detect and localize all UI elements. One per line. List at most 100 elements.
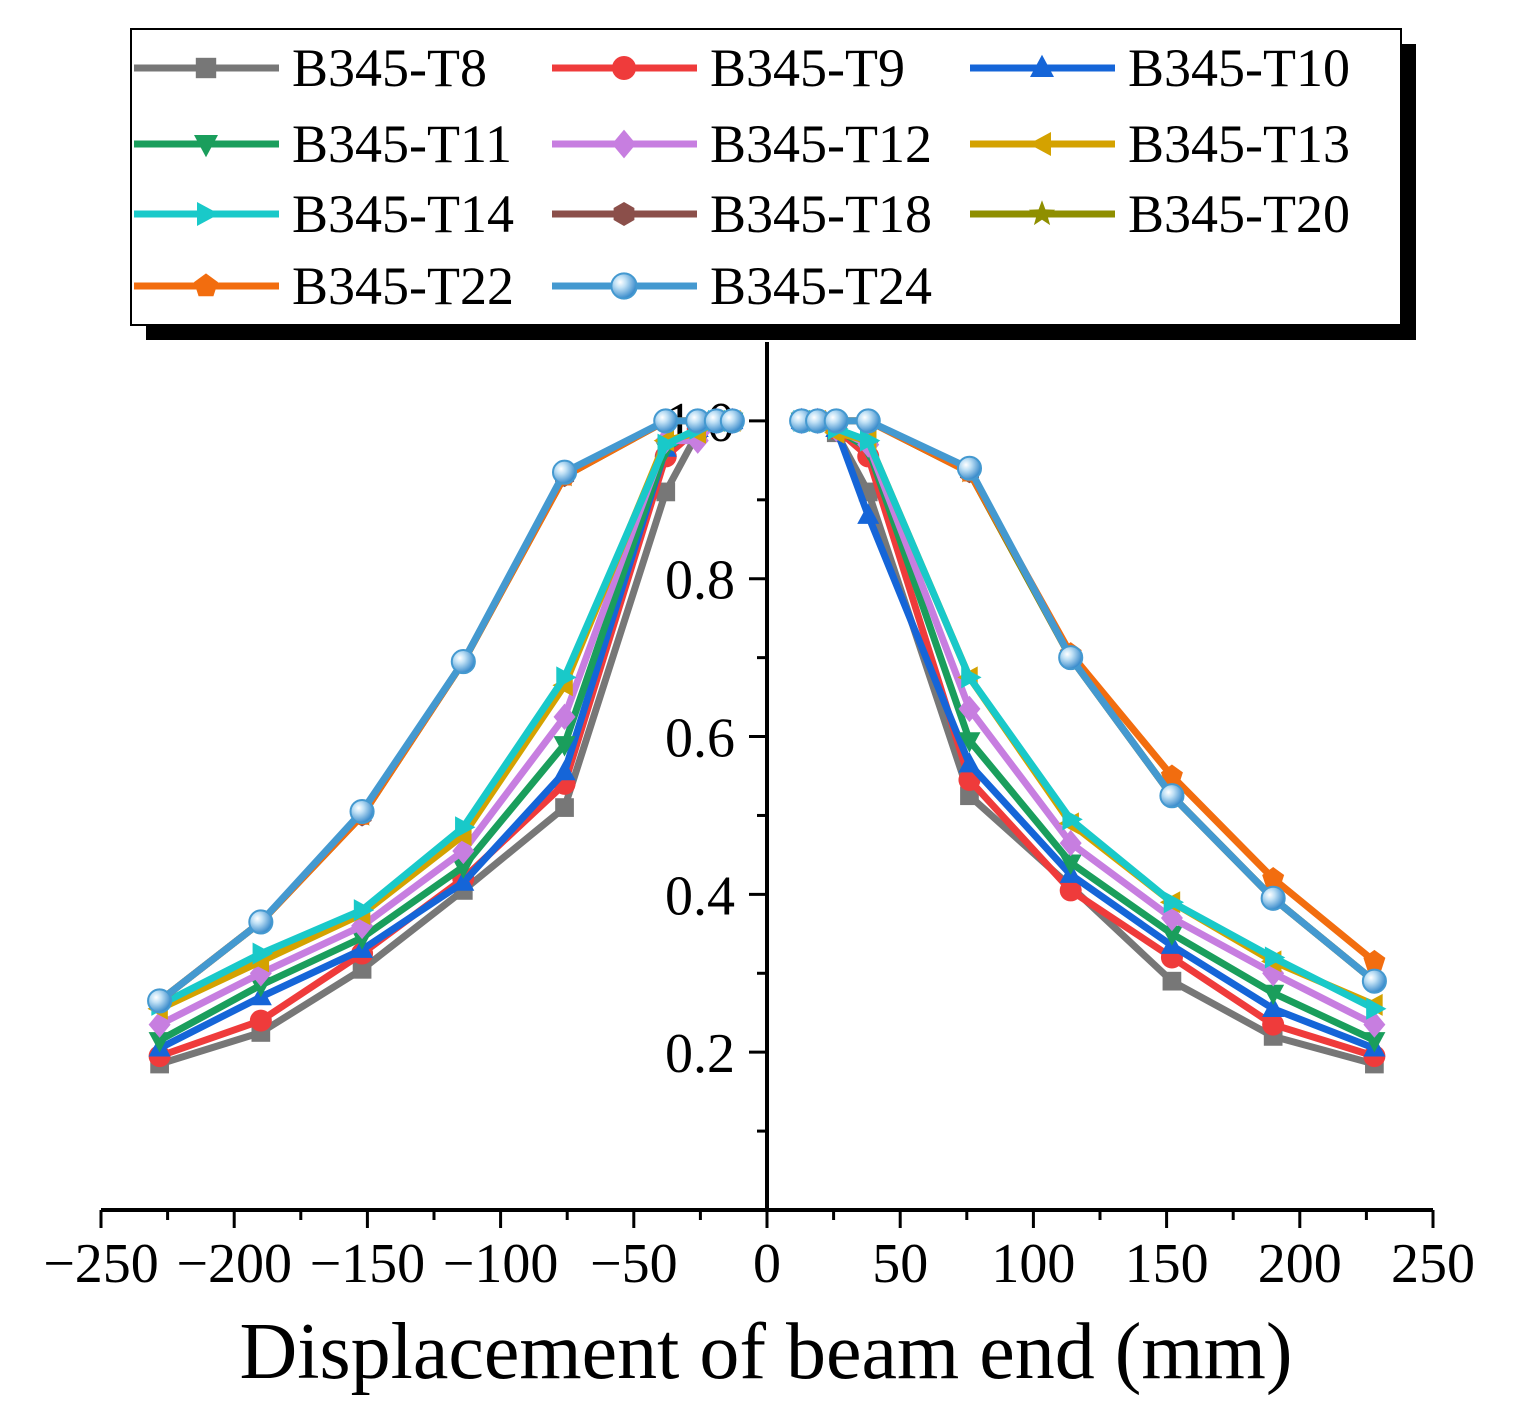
data-point [859,429,881,452]
data-point [1058,645,1084,671]
data-point [1059,829,1082,857]
data-point [556,666,577,689]
data-point [719,408,745,434]
legend-marker [610,272,638,300]
legend-marker [195,57,217,79]
legend: B345-T8 B345-T9 B345-T10 B345-T11 B345-T12 B3… [130,28,1416,340]
legend-label: B345-T10 [1128,38,1350,98]
data-point [657,433,678,456]
legend-item: B345-T12 [552,114,932,174]
legend-item: B345-T18 [552,184,932,244]
legend-marker [194,135,218,158]
legend-marker [1030,54,1054,77]
x-tick-label: 150 [1125,1233,1209,1295]
data-point [248,909,274,935]
legend-marker [197,202,220,226]
legend-item: B345-T13 [970,114,1350,174]
legend-label: B345-T22 [292,256,514,316]
legend-item: B345-T9 [552,38,905,98]
data-point [1160,925,1183,946]
legend-box [130,28,1402,326]
data-point [1262,996,1285,1018]
data-point [352,959,372,979]
legend-item: B345-T24 [552,256,932,316]
data-point [1361,968,1387,994]
y-tick-label: 0.6 [665,708,735,770]
data-point [1363,1032,1386,1053]
data-point [1160,764,1183,786]
data-point [349,798,375,825]
x-tick-label: −250 [43,1233,159,1295]
legend-item: B345-T8 [134,38,487,98]
data-point [656,482,676,502]
x-tick-label: 100 [991,1233,1075,1295]
data-point [1260,885,1286,911]
data-point [553,736,576,757]
data-point [555,798,574,817]
data-point [148,1032,171,1053]
data-point [553,703,576,731]
series-line-positive [801,417,1376,1060]
axes: −250 −200 −150 −100 −50 0 50 100 150 200 250 0.2 0.4… [43,342,1475,1295]
data-point [1059,854,1082,875]
legend-item: B345-T22 [134,256,514,316]
legend-label: B345-T8 [292,38,487,98]
data-point [1059,879,1082,902]
legend-label: B345-T24 [710,256,932,316]
data-point [956,455,983,481]
data-point [1062,808,1083,831]
legend-label: B345-T14 [292,184,514,244]
y-tick-label: 0.2 [665,1023,735,1085]
series-line-positive [801,417,1376,1044]
data-point [1163,891,1185,914]
data-point [1162,971,1182,991]
data-point [1262,1013,1285,1036]
data-point [857,503,880,524]
legend-label: B345-T18 [710,184,932,244]
data-point [351,929,374,950]
legend-label: B345-T12 [710,114,932,174]
series-line-negative [157,417,733,1044]
data-point [452,870,475,891]
data-point [958,695,981,723]
legend-item: B345-T11 [134,114,512,174]
data-point [353,899,375,922]
y-tick-label: 0.4 [665,865,735,927]
data-point [1262,984,1285,1006]
series-layer [147,407,1387,1074]
data-point [1363,949,1386,971]
data-point [452,858,475,879]
x-tick-label: −50 [590,1233,678,1295]
data-point [455,816,476,839]
data-point [961,666,982,689]
data-point [553,759,576,781]
data-point [249,976,272,998]
legend-label: B345-T11 [292,114,512,174]
data-point [823,408,849,434]
legend-item: B345-T20 [970,184,1350,244]
x-tick-label: −150 [310,1233,426,1295]
data-point [653,408,679,434]
x-tick-label: −100 [443,1233,559,1295]
data-point [855,408,881,434]
data-point [147,988,173,1014]
data-point [249,1009,272,1032]
legend-label: B345-T20 [1128,184,1350,244]
legend-item: B345-T14 [134,184,514,244]
legend-marker [613,202,635,226]
data-point [551,459,578,485]
data-point [960,786,979,806]
y-tick-label: 0.8 [665,550,735,612]
legend-marker [612,129,636,159]
legend-marker [1028,132,1051,156]
legend-item: B345-T10 [970,38,1350,98]
data-point [1262,867,1285,888]
legend-marker [194,273,218,297]
legend-label: B345-T13 [1128,114,1350,174]
x-tick-label: 0 [753,1233,781,1295]
series-B345-T24 [147,408,1387,1014]
data-point [252,942,273,965]
legend-label: B345-T9 [710,38,905,98]
data-point [958,752,981,773]
